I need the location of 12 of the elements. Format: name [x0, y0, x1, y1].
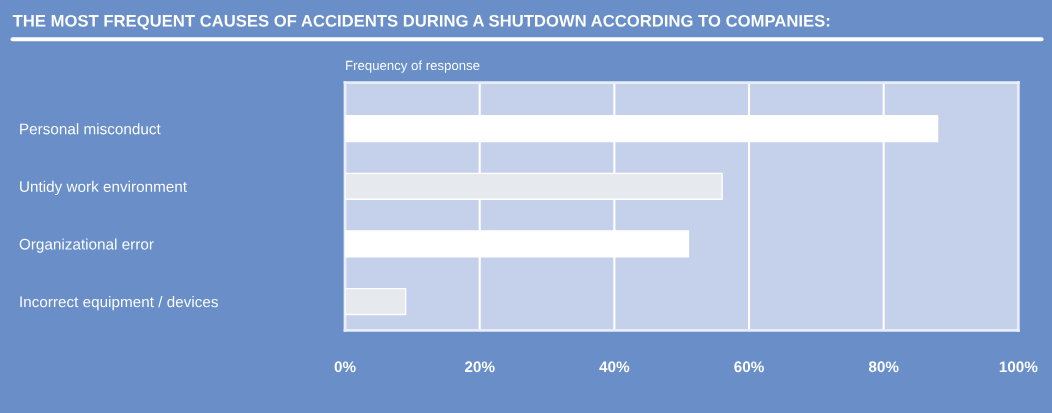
y-tick-label: Organizational error [19, 238, 154, 253]
chart-subtitle: Frequency of response [346, 60, 480, 73]
y-tick-label: Personal misconduct [20, 123, 161, 135]
x-tick-label: 100% [999, 361, 1038, 373]
y-tick-label: Untidy work environment [20, 180, 187, 196]
x-tick-label: 80% [868, 361, 899, 373]
y-tick-label: Incorrect equipment / devices [20, 296, 218, 311]
x-tick-label: 60% [734, 361, 764, 373]
x-tick-label: 20% [464, 361, 495, 373]
x-tick-label: 0% [334, 361, 356, 373]
chart-title: THE MOST FREQUENT CAUSES OF ACCIDENTS DURING A SHUTDOWN ACCORDING TO COMPANIES: [12, 14, 830, 30]
x-tick-label: 40% [599, 361, 630, 373]
